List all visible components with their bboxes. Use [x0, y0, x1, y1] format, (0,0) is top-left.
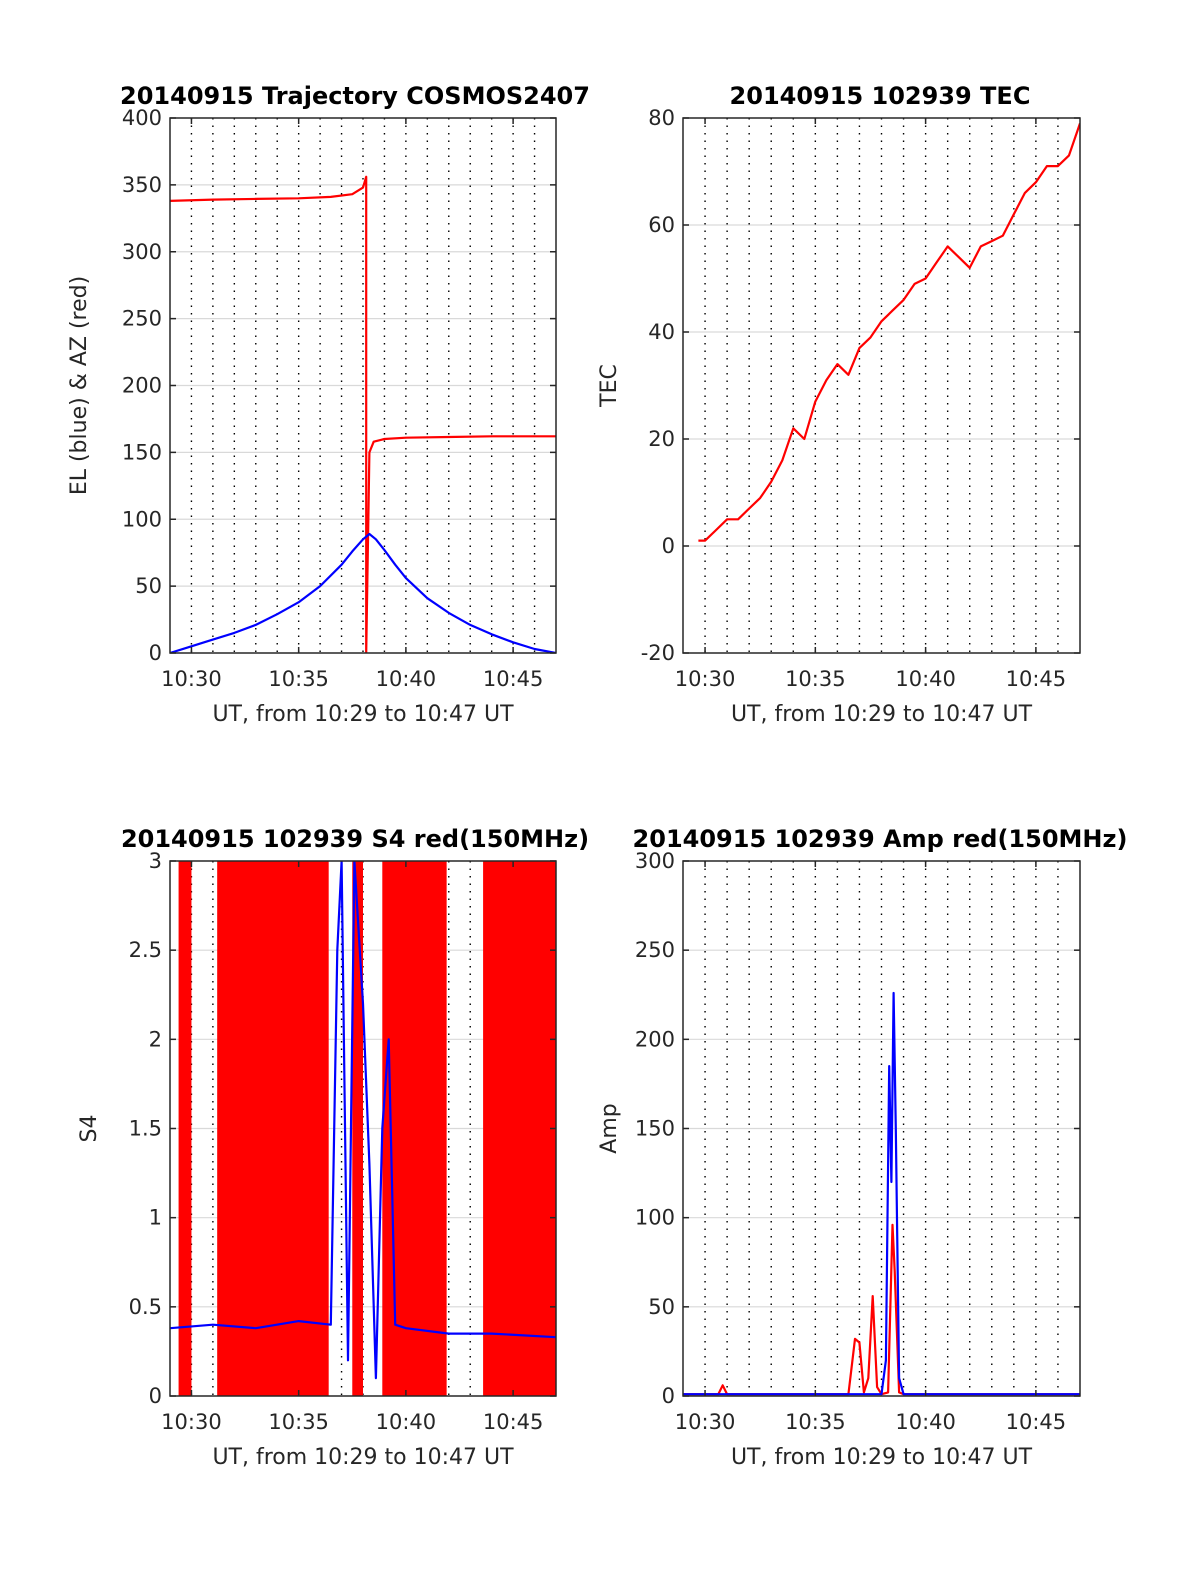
y-tick-label: 0 [662, 1384, 675, 1408]
y-axis-label: S4 [77, 1115, 102, 1143]
x-tick-label: 10:35 [268, 1410, 329, 1434]
y-tick-label: 50 [648, 1295, 675, 1319]
y-tick-label: 2.5 [129, 938, 162, 962]
series-red-line [698, 123, 1080, 542]
chart-title: 20140915 102939 S4 red(150MHz) [121, 825, 589, 853]
y-tick-label: 250 [122, 307, 162, 331]
chart-title: 20140915 Trajectory COSMOS2407 [120, 82, 590, 110]
y-tick-label: 2 [149, 1027, 162, 1051]
y-tick-label: 1 [149, 1206, 162, 1230]
series-blue-line [683, 991, 1080, 1396]
series-red-band [352, 861, 363, 1396]
y-tick-label: 300 [122, 240, 162, 264]
series-group [170, 175, 556, 653]
x-tick-label: 10:45 [1006, 667, 1067, 691]
x-tick-label: 10:30 [675, 667, 736, 691]
chart-title: 20140915 102939 Amp red(150MHz) [633, 825, 1128, 853]
y-tick-label: 0.5 [129, 1295, 162, 1319]
y-tick-label: 100 [122, 507, 162, 531]
y-tick-label: 40 [648, 320, 675, 344]
x-tick-label: 10:45 [1006, 1410, 1067, 1434]
y-tick-label: 50 [135, 574, 162, 598]
x-tick-label: 10:30 [161, 1410, 222, 1434]
y-tick-label: -20 [641, 641, 675, 665]
y-tick-label: 60 [648, 213, 675, 237]
x-tick-label: 10:35 [785, 1410, 846, 1434]
x-axis-label: UT, from 10:29 to 10:47 UT [731, 702, 1033, 727]
series-group [698, 123, 1080, 542]
x-tick-label: 10:45 [483, 667, 544, 691]
x-axis-label: UT, from 10:29 to 10:47 UT [212, 702, 514, 727]
axes-box [682, 117, 1081, 654]
series-red-band [483, 861, 556, 1396]
plot-area [683, 118, 1080, 653]
series-group [683, 991, 1080, 1396]
y-axis-label: TEC [597, 364, 622, 408]
series-red-band [178, 861, 192, 1396]
x-tick-label: 10:35 [785, 667, 846, 691]
y-tick-label: 100 [635, 1206, 675, 1230]
y-tick-label: 1.5 [129, 1117, 162, 1141]
x-axis-label: UT, from 10:29 to 10:47 UT [731, 1445, 1033, 1470]
y-tick-label: 0 [149, 641, 162, 665]
panel-tec: -20 0 20 40 60 80 10:30 10:35 10:40 10:45 20140915… [597, 82, 1081, 727]
y-tick-label: 3 [149, 849, 162, 873]
series-blue-line [170, 532, 556, 653]
series-group [170, 861, 556, 1396]
x-tick-label: 10:35 [268, 667, 329, 691]
x-tick-label: 10:40 [895, 1410, 956, 1434]
y-tick-label: 150 [635, 1117, 675, 1141]
y-tick-label: 300 [635, 849, 675, 873]
x-tick-label: 10:40 [376, 1410, 437, 1434]
x-axis-label: UT, from 10:29 to 10:47 UT [212, 1445, 514, 1470]
panel-trajectory: 0 50 100 150 200 250 300 350 400 10:30 10:35 10:40 1… [67, 82, 590, 727]
x-tick-label: 10:30 [161, 667, 222, 691]
x-tick-label: 10:40 [895, 667, 956, 691]
chart-title: 20140915 102939 TEC [730, 82, 1031, 110]
series-red-line [170, 175, 556, 653]
y-tick-label: 200 [635, 1027, 675, 1051]
x-tick-label: 10:45 [483, 1410, 544, 1434]
series-red-band [382, 861, 447, 1396]
series-red-band [217, 861, 329, 1396]
y-tick-label: 80 [648, 106, 675, 130]
y-tick-label: 400 [122, 106, 162, 130]
x-tick-label: 10:40 [376, 667, 437, 691]
series-blue-line [170, 861, 556, 1380]
y-tick-label: 250 [635, 938, 675, 962]
y-tick-label: 0 [662, 534, 675, 558]
y-tick-label: 350 [122, 173, 162, 197]
series-red-line [683, 1223, 1080, 1396]
y-axis-label: EL (blue) & AZ (red) [67, 276, 92, 495]
panel-amp: 0 50 100 150 200 250 300 10:30 10:35 10:40 10:45 20… [597, 825, 1127, 1470]
y-tick-label: 0 [149, 1384, 162, 1408]
y-tick-label: 200 [122, 374, 162, 398]
y-tick-label: 20 [648, 427, 675, 451]
x-tick-label: 10:30 [675, 1410, 736, 1434]
panel-s4: 0 0.5 1 1.5 2 2.5 3 10:30 10:35 10:40 10:45 2014091… [77, 825, 589, 1470]
y-tick-label: 150 [122, 440, 162, 464]
y-axis-label: Amp [597, 1103, 622, 1153]
